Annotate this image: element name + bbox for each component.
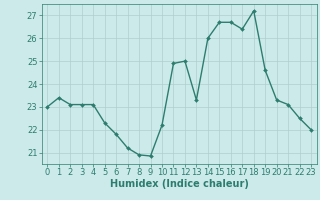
- X-axis label: Humidex (Indice chaleur): Humidex (Indice chaleur): [110, 179, 249, 189]
